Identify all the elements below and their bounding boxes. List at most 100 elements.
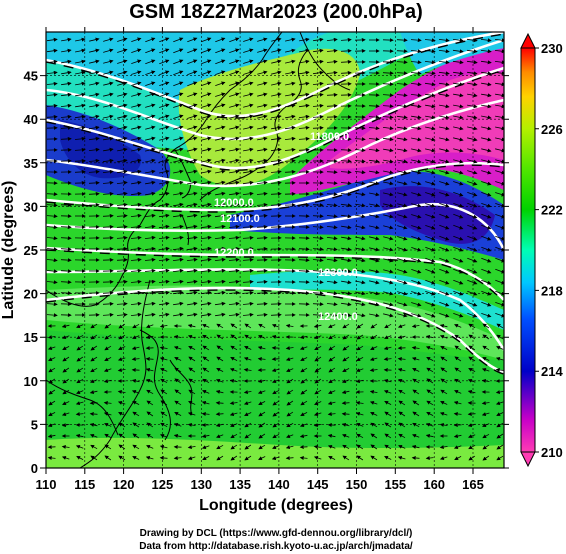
wind-arrow [467,301,478,307]
wind-arrow [116,235,128,240]
wind-arrow [382,115,394,120]
wind-arrow [454,324,462,328]
wind-arrow [88,136,100,141]
wind-arrow [74,125,86,130]
wind-arrow [453,126,464,131]
wind-arrow [173,147,184,152]
wind-arrow [326,214,338,219]
wind-arrow [439,82,450,87]
wind-arrow [117,37,128,42]
wind-arrow [202,345,210,351]
wind-arrow [340,170,352,175]
wind-arrow [453,268,464,274]
wind-arrow [48,378,56,384]
wind-arrow [131,48,142,53]
wind-arrow [495,257,504,263]
wind-arrow [75,81,86,86]
wind-arrow [495,181,504,186]
wind-arrow [397,247,408,252]
wind-arrow [145,169,156,174]
wind-arrow [215,169,226,174]
wind-arrow [215,92,226,97]
wind-arrow [60,236,72,241]
wind-arrow [48,412,56,416]
wind-arrow [369,236,380,241]
wind-arrow [270,202,282,207]
wind-arrow [425,104,436,109]
wind-arrow [117,389,126,394]
wind-arrow [132,335,140,339]
wind-arrow [270,169,282,174]
wind-arrow [158,246,170,251]
wind-arrow [46,114,58,119]
wind-arrow [272,411,280,417]
wind-arrow [383,170,394,175]
wind-arrow [187,202,198,207]
wind-arrow [411,115,422,120]
wind-arrow [160,400,168,406]
wind-arrow [355,269,366,274]
wind-arrow [201,114,212,119]
wind-arrow [439,279,450,285]
wind-arrow [284,158,296,163]
wind-arrow [75,70,86,75]
wind-arrow [174,378,182,384]
wind-arrow [314,356,322,362]
wind-arrow [454,334,462,340]
wind-arrow [453,290,464,296]
wind-arrow [397,258,408,263]
wind-arrow [102,301,114,306]
wind-arrow [467,192,478,197]
wind-arrow [299,59,310,64]
wind-arrow [326,81,338,86]
wind-arrow [298,147,310,152]
wind-arrow [90,345,98,351]
wind-arrow [172,257,184,262]
wind-arrow [214,301,226,306]
wind-arrow [467,104,478,109]
wind-arrow [116,301,128,306]
y-tick-label: 25 [24,243,38,258]
wind-arrow [412,400,420,406]
wind-arrow [116,257,128,262]
contour-label-12100: 12100.0 [220,213,260,225]
wind-arrow [382,104,394,109]
wind-arrow [242,213,254,218]
wind-arrow [46,81,58,86]
wind-arrow [242,235,254,240]
wind-arrow [326,225,338,230]
wind-arrow [187,136,198,141]
wind-arrow [382,126,394,131]
wind-arrow [145,335,154,340]
wind-arrow [356,334,364,340]
wind-arrow [61,335,70,339]
wind-arrow [481,93,492,98]
wind-arrow [438,49,450,54]
wind-arrow [370,412,378,416]
wind-arrow [313,335,322,339]
wind-arrow [411,324,420,329]
wind-arrow [215,312,226,317]
wind-arrow [384,401,392,405]
wind-arrow [425,225,436,230]
wind-arrow [369,181,380,186]
wind-arrow [411,247,422,252]
wind-arrow [243,390,252,395]
wind-arrow [468,334,476,340]
wind-arrow [453,148,464,153]
wind-arrow [159,81,170,86]
wind-arrow [340,159,352,164]
wind-arrow [453,203,464,208]
wind-arrow [411,345,420,350]
wind-arrow [369,389,378,394]
wind-arrow [370,323,378,329]
wind-arrow [62,346,70,350]
colorbar: 230 226 222 218 214 210 [520,32,563,468]
wind-arrow [60,280,72,285]
wind-arrow [187,323,196,328]
wind-arrow [410,49,422,54]
wind-arrow [229,114,240,119]
wind-arrow [397,280,408,285]
wind-arrow [116,290,128,295]
wind-arrow [467,224,478,230]
